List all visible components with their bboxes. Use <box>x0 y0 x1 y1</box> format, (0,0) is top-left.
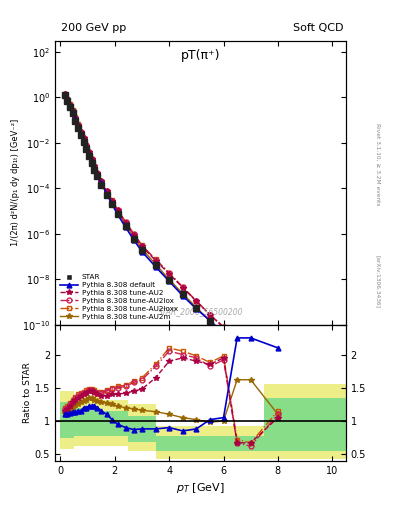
Text: 200 GeV pp: 200 GeV pp <box>61 23 126 33</box>
Text: Soft QCD: Soft QCD <box>294 23 344 33</box>
Text: Rivet 3.1.10, ≥ 3.2M events: Rivet 3.1.10, ≥ 3.2M events <box>375 122 380 205</box>
X-axis label: $p_T$ [GeV]: $p_T$ [GeV] <box>176 481 225 495</box>
Text: pT(π⁺): pT(π⁺) <box>181 50 220 62</box>
Y-axis label: 1/(2π) d²N/(p₁ dy dp₁ₜ) [GeV⁻²]: 1/(2π) d²N/(p₁ dy dp₁ₜ) [GeV⁻²] <box>11 119 20 246</box>
Y-axis label: Ratio to STAR: Ratio to STAR <box>23 362 32 423</box>
Legend: STAR, Pythia 8.308 default, Pythia 8.308 tune-AU2, Pythia 8.308 tune-AU2lox, Pyt: STAR, Pythia 8.308 default, Pythia 8.308… <box>59 273 179 321</box>
Text: [arXiv:1306.3436]: [arXiv:1306.3436] <box>375 255 380 308</box>
Text: STAR_2006_S6500200: STAR_2006_S6500200 <box>158 307 243 316</box>
